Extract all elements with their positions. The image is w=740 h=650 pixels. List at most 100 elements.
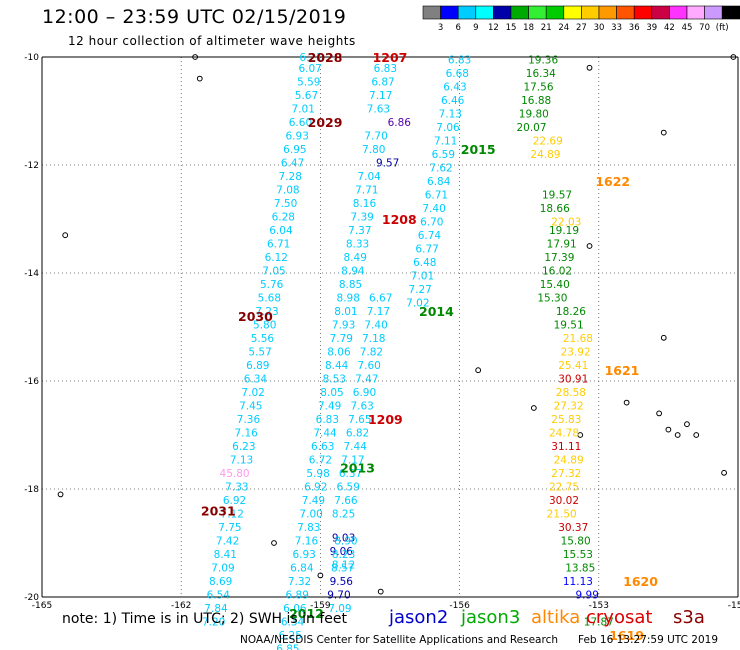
wave-height-value: 7.83 — [297, 522, 320, 534]
wave-height-value: 19.36 — [528, 55, 558, 67]
wave-height-value: 7.42 — [216, 535, 239, 547]
wave-height-value: 15.80 — [561, 535, 591, 547]
wave-height-value: 6.43 — [443, 82, 466, 94]
island-outline — [377, 588, 384, 595]
latitude-tick-label: -18 — [24, 485, 39, 495]
wave-height-value: 21.68 — [563, 333, 593, 345]
wave-height-value: 9.56 — [330, 576, 354, 588]
pass-time-label: 2015 — [461, 142, 496, 157]
wave-height-value: 7.13 — [230, 454, 253, 466]
wave-height-value: 6.21 — [299, 52, 322, 64]
legend-swatch — [616, 5, 635, 20]
wave-height-value: 8.98 — [337, 292, 360, 304]
legend-swatch — [721, 5, 740, 20]
wave-height-value: 7.65 — [348, 414, 371, 426]
island-outline — [317, 572, 324, 579]
wave-height-value: 7.02 — [241, 387, 264, 399]
wave-height-value: 7.49 — [318, 400, 341, 412]
wave-height-value: 6.85 — [276, 643, 299, 650]
island-outline — [577, 432, 584, 438]
wave-height-value: 8.12 — [332, 560, 355, 572]
wave-height-value: 6.83 — [448, 55, 471, 67]
legend-value-label: 3 — [438, 23, 443, 33]
wave-height-value: 13.85 — [565, 562, 595, 574]
wave-height-value: 15.40 — [540, 279, 570, 291]
wave-height-value: 5.67 — [295, 90, 318, 102]
wave-height-value: 5.59 — [297, 76, 320, 88]
wave-height-value: 9.70 — [327, 589, 350, 601]
longitude-tick-label: -153 — [589, 601, 609, 611]
wave-height-value: 7.93 — [332, 319, 355, 331]
wave-height-value: 18.66 — [540, 203, 570, 215]
legend-value-label: 6 — [455, 23, 460, 33]
wave-height-value: 7.70 — [364, 130, 387, 142]
wave-height-value: 8.57 — [331, 562, 354, 574]
wave-height-value: 8.05 — [320, 387, 343, 399]
wave-height-value: 7.79 — [330, 333, 353, 345]
wave-height-value: 8.33 — [346, 238, 369, 250]
wave-height-value: 17.91 — [547, 238, 577, 250]
pass-time-label: 2028 — [308, 50, 343, 65]
wave-height-value: 20.07 — [516, 122, 546, 134]
pass-time-label: 1207 — [373, 50, 408, 65]
wave-height-value: 7.00 — [299, 508, 322, 520]
legend-swatch — [651, 5, 670, 20]
pass-time-label: 2013 — [340, 460, 375, 475]
island-outline — [196, 75, 203, 82]
wave-height-value: 6.68 — [446, 68, 469, 80]
longitude-tick-label: -165 — [32, 601, 52, 611]
legend-value-label: 27 — [576, 23, 587, 33]
wave-height-value: 15.30 — [537, 292, 567, 304]
latitude-tick-label: -20 — [24, 593, 39, 603]
pass-time-label: 2031 — [201, 504, 236, 519]
wave-height-value: 7.17 — [341, 454, 364, 466]
wave-height-value: 7.13 — [439, 109, 462, 121]
wave-height-value: 7.36 — [237, 414, 261, 426]
wave-height-value: 7.32 — [288, 576, 311, 588]
wave-height-value: 19.57 — [542, 190, 572, 202]
wave-height-value: 7.75 — [218, 522, 241, 534]
island-outline — [586, 64, 593, 71]
wave-height-value: 15.53 — [563, 549, 593, 561]
wave-height-value: 7.09 — [328, 603, 351, 615]
map-subtitle: 12 hour collection of altimeter wave hei… — [68, 34, 356, 48]
legend-value-label: 33 — [611, 23, 622, 33]
wave-height-value: 6.59 — [432, 149, 455, 161]
wave-height-value: 7.49 — [302, 495, 325, 507]
legend-value-label: 42 — [664, 23, 675, 33]
legend-value-label: 12 — [488, 23, 499, 33]
wave-height-value: 6.83 — [316, 414, 339, 426]
island-outline — [674, 432, 681, 438]
wave-height-value: 7.71 — [355, 184, 378, 196]
wave-height-value: 8.49 — [344, 252, 367, 264]
island-outline — [271, 540, 277, 546]
wave-height-value: 6.93 — [286, 130, 309, 142]
wave-height-value: 7.45 — [239, 400, 262, 412]
wave-height-value: 8.16 — [353, 198, 377, 210]
wave-height-value: 8.53 — [323, 373, 346, 385]
pass-time-label: 1621 — [605, 363, 640, 378]
wave-height-value: 8.94 — [341, 265, 365, 277]
wave-height-value: 5.68 — [258, 292, 281, 304]
wave-height-value: 5.80 — [253, 319, 276, 331]
wave-height-value: 7.18 — [362, 333, 385, 345]
wave-height-value: 6.93 — [292, 549, 315, 561]
units-note: note: 1) Time is in UTC; 2) SWH is in fe… — [62, 611, 348, 627]
island-outline — [192, 54, 199, 60]
island-outline — [665, 426, 672, 433]
axis-tick-labels: -165 -162 -159 -156 -153 -150 -10 -12 -14 -16 -18 -… — [24, 53, 740, 611]
legend-value-label: 21 — [541, 23, 552, 33]
wave-height-value: 6.89 — [286, 589, 309, 601]
wave-height-value: 6.12 — [265, 252, 288, 264]
legend-swatch — [475, 5, 494, 20]
lat-lon-grid — [41, 56, 739, 598]
island-outlines — [57, 54, 737, 595]
wave-height-value: 8.25 — [332, 508, 355, 520]
pass-time-label: 1209 — [368, 412, 403, 427]
wave-height-value: 6.74 — [418, 230, 442, 242]
wave-height-value: 6.37 — [339, 468, 362, 480]
legend-value-label: 9 — [473, 23, 478, 33]
wave-height-value: 7.33 — [225, 481, 248, 493]
wave-height-value: 18.26 — [556, 306, 586, 318]
